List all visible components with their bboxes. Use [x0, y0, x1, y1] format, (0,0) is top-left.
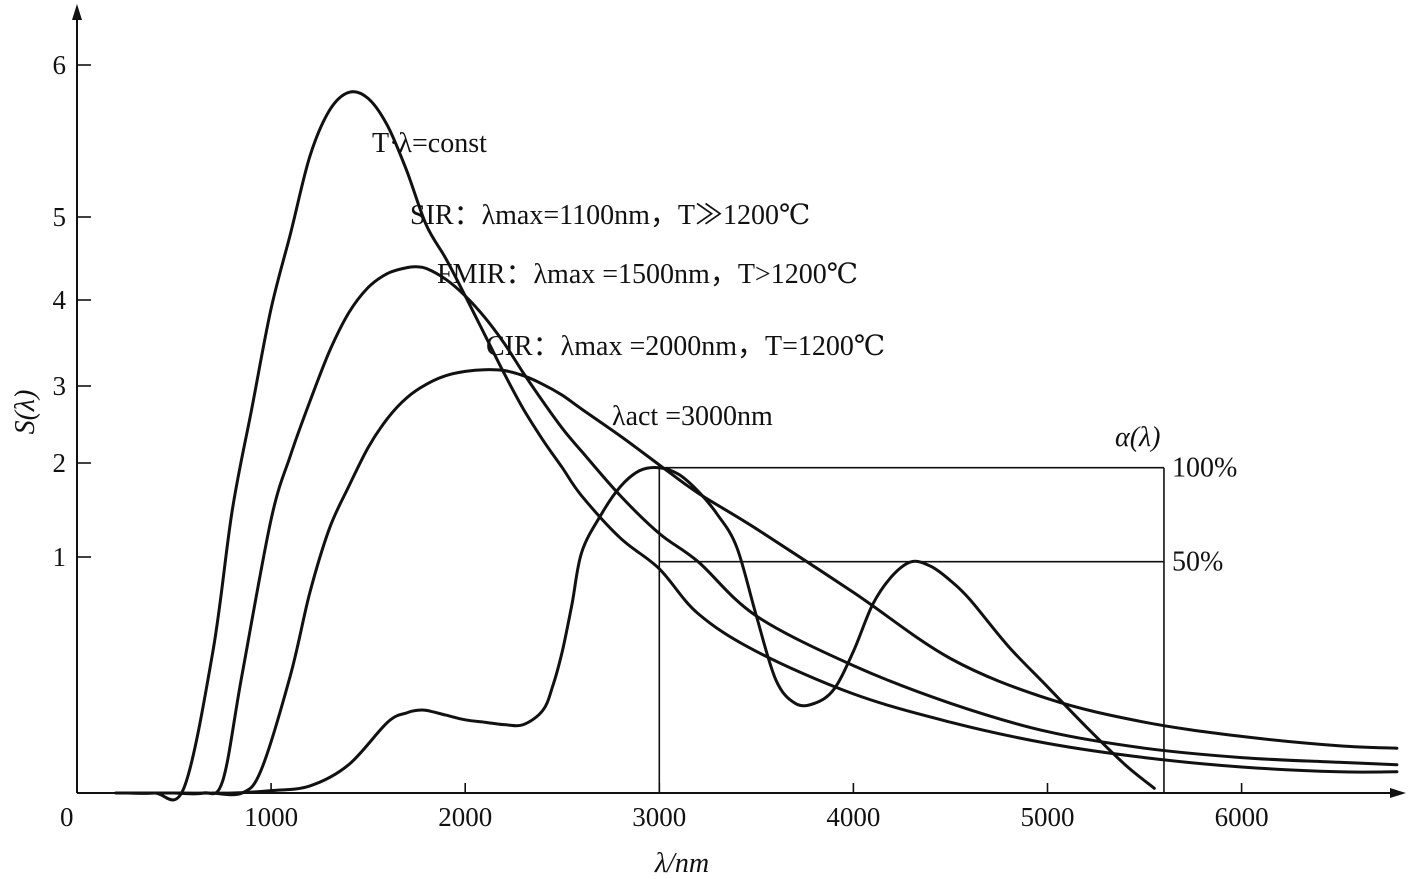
- series-line-2: [211, 368, 1399, 797]
- axes: [72, 4, 1406, 798]
- y-tick-label-5: 6: [53, 50, 67, 80]
- alpha-axis-label: α(λ): [1115, 422, 1160, 453]
- x-tick-label-1: 2000: [438, 802, 492, 832]
- alpha-tick-label-1: 50%: [1172, 547, 1223, 578]
- series-line-1: [172, 265, 1399, 796]
- alpha-tick-label-0: 100%: [1172, 453, 1237, 484]
- y-tick-label-0: 1: [53, 542, 67, 572]
- x-tick-label-4: 5000: [1021, 802, 1075, 832]
- y-tick-label-2: 3: [53, 371, 67, 401]
- x-tick-label-2: 3000: [632, 802, 686, 832]
- x-tick-label-0: 1000: [244, 802, 298, 832]
- y-tick-label-1: 2: [53, 448, 67, 478]
- y-tick-label-3: 4: [53, 285, 67, 315]
- annotation-sir: SIR：λmax=1100nm，T≫1200℃: [410, 200, 810, 231]
- x-tick-label-5: 6000: [1215, 802, 1269, 832]
- annotation-act: λact =3000nm: [612, 401, 773, 432]
- x-axis-label: λ/nm: [654, 848, 709, 879]
- origin-label: 0: [60, 802, 74, 832]
- y-axis-label: S(λ): [10, 390, 41, 435]
- series-line-3: [114, 465, 1156, 795]
- x-tick-label-3: 4000: [826, 802, 880, 832]
- y-axis-arrow: [72, 4, 82, 20]
- annotation-const: T·λ=const: [372, 128, 487, 159]
- y-tick-label-4: 5: [53, 202, 67, 232]
- annotation-fmir: FMIR：λmax =1500nm，T>1200℃: [437, 259, 858, 290]
- ticks: 1000 2000 3000 4000 5000 6000 1 2 3 4 5 6: [53, 50, 1269, 832]
- curves: [114, 90, 1399, 802]
- series-line-0: [124, 90, 1399, 802]
- alpha-box: 100% 50%: [658, 453, 1237, 793]
- x-axis-arrow: [1390, 788, 1406, 798]
- annotation-cir: CIR：λmax =2000nm，T=1200℃: [486, 331, 885, 362]
